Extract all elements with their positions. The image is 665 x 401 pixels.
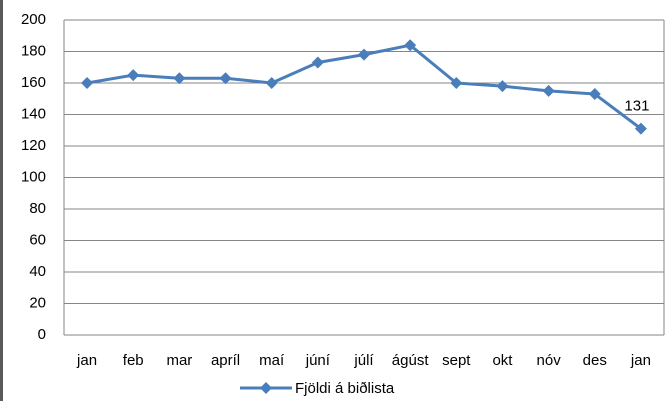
y-tick-label: 40 (29, 263, 46, 280)
x-tick-label: mar (166, 352, 192, 369)
x-tick-label: sept (442, 352, 471, 369)
x-tick-label: des (583, 352, 607, 369)
point-marker (127, 69, 140, 82)
frame-edge (0, 0, 3, 401)
x-tick-label: júlí (353, 352, 374, 369)
point-marker (173, 72, 186, 85)
x-tick-label: apríl (211, 352, 240, 369)
point-marker (588, 88, 601, 101)
point-marker (496, 80, 509, 93)
x-tick-label: feb (123, 352, 144, 369)
x-tick-label: jan (76, 352, 97, 369)
y-tick-label: 160 (21, 74, 46, 91)
x-tick-label: okt (492, 352, 513, 369)
point-marker (81, 77, 94, 89)
y-tick-label: 100 (21, 168, 46, 185)
y-tick-label: 120 (21, 137, 46, 154)
point-marker (219, 72, 232, 85)
data-label: 131 (624, 98, 649, 115)
point-marker (404, 39, 417, 52)
y-tick-label: 80 (29, 200, 46, 217)
point-marker (450, 77, 463, 89)
y-tick-label: 20 (29, 294, 46, 311)
y-tick-label: 0 (38, 326, 46, 343)
legend-marker (260, 382, 272, 394)
x-tick-label: júní (305, 352, 331, 369)
point-marker (358, 48, 370, 61)
y-tick-label: 60 (29, 231, 46, 248)
x-tick-label: ágúst (392, 352, 430, 369)
point-marker (634, 122, 647, 135)
point-marker (265, 77, 278, 89)
point-marker (542, 84, 555, 97)
y-tick-label: 140 (21, 105, 46, 122)
legend-label: Fjöldi á biðlista (295, 380, 395, 397)
x-tick-label: nóv (537, 352, 562, 369)
x-tick-label: jan (630, 352, 651, 369)
y-tick-label: 200 (21, 11, 46, 28)
x-tick-label: maí (259, 352, 285, 369)
y-tick-label: 180 (21, 42, 46, 59)
point-marker (311, 56, 324, 69)
